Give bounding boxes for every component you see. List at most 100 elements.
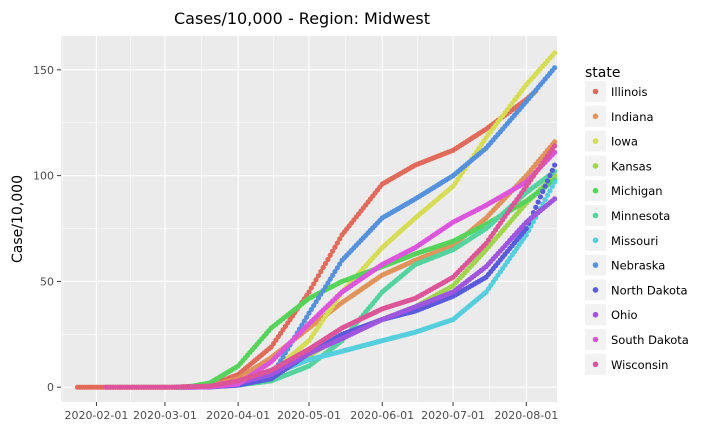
y-axis-label: Case/10,000 [10, 175, 26, 263]
legend-item: North Dakota [585, 279, 688, 301]
data-point [537, 194, 544, 200]
legend-label: Michigan [611, 184, 663, 198]
data-point [306, 310, 312, 316]
legend-marker [592, 311, 599, 318]
legend-label: Minnesota [611, 209, 670, 223]
legend-marker [592, 237, 599, 244]
data-point [544, 192, 551, 198]
legend-marker [592, 163, 599, 169]
data-point [318, 291, 324, 297]
data-point [549, 183, 555, 189]
data-point [547, 173, 553, 179]
legend-marker [592, 113, 599, 120]
legend-marker [592, 287, 599, 293]
legend-item: Indiana [585, 105, 654, 127]
data-point [327, 252, 333, 258]
data-point [320, 264, 326, 271]
data-point [549, 167, 555, 173]
data-point [533, 204, 539, 210]
data-points [74, 50, 558, 390]
legend-label: Wisconsin [611, 358, 668, 372]
data-point [334, 240, 340, 246]
y-tick-label: 50 [40, 275, 54, 288]
data-point [332, 268, 338, 275]
x-axis: 2020-02-01 2020-03-01 2020-04-01 2020-05-01… [64, 402, 558, 422]
legend-item: Michigan [585, 180, 663, 202]
data-point [315, 273, 322, 279]
data-point [544, 178, 551, 184]
data-point [552, 65, 558, 71]
data-point [552, 143, 558, 149]
y-tick-label: 0 [47, 381, 54, 394]
y-tick-label: 100 [33, 170, 54, 183]
data-point [322, 260, 329, 267]
legend-title: state [585, 65, 620, 81]
data-point [311, 281, 317, 287]
data-point [334, 265, 340, 271]
data-point [313, 277, 319, 283]
x-tick-label: 2020-04-01 [206, 409, 270, 422]
data-point [313, 299, 319, 305]
legend-label: Illinois [611, 85, 648, 99]
data-point [330, 248, 336, 254]
legend-marker [592, 187, 599, 194]
x-tick-label: 2020-08-01 [494, 409, 558, 422]
x-tick-label: 2020-02-01 [64, 409, 128, 422]
data-point [318, 268, 324, 275]
data-point [552, 139, 558, 145]
legend-label: Ohio [611, 308, 638, 322]
y-axis: 0 50 100 150 [33, 64, 61, 394]
data-point [322, 284, 329, 290]
legend-label: Nebraska [611, 259, 665, 273]
data-point [540, 188, 546, 195]
data-point [327, 276, 333, 282]
legend-label: Indiana [611, 110, 654, 124]
data-point [330, 272, 336, 278]
data-point [552, 179, 558, 185]
data-point [315, 295, 322, 301]
legend-marker [592, 262, 599, 268]
legend-label: Iowa [611, 135, 638, 149]
legend-item: Iowa [585, 130, 638, 152]
data-point [542, 183, 548, 189]
legend-item: South Dakota [585, 329, 689, 350]
data-point [535, 199, 541, 205]
data-point [301, 318, 307, 324]
legend-marker [592, 361, 599, 368]
data-point [547, 188, 553, 194]
series-ohio [181, 196, 558, 390]
legend-marker [592, 336, 599, 343]
data-point [542, 197, 548, 203]
data-point [304, 314, 310, 320]
data-point [306, 289, 312, 295]
chart-title: Cases/10,000 - Region: Midwest [174, 9, 430, 28]
data-point [325, 256, 331, 262]
series-wisconsin [103, 143, 558, 390]
legend-label: Kansas [611, 159, 652, 173]
legend-item: Minnesota [585, 205, 670, 226]
data-point [337, 261, 343, 267]
legend-marker [592, 88, 599, 95]
x-tick-label: 2020-06-01 [350, 409, 414, 422]
legend-item: Nebraska [585, 254, 665, 276]
legend-item: Wisconsin [585, 353, 668, 375]
data-point [332, 244, 338, 250]
legend-label: Missouri [611, 234, 658, 248]
data-point [523, 225, 529, 232]
legend-marker [592, 212, 599, 219]
legend: state Illinois Indiana Iowa Kansas Michigan M… [585, 65, 689, 375]
data-point [308, 285, 314, 291]
legend-label: South Dakota [611, 333, 689, 347]
legend-marker [592, 138, 599, 144]
legend-item: Illinois [585, 81, 648, 102]
data-point [325, 280, 331, 286]
x-tick-label: 2020-05-01 [277, 409, 341, 422]
data-point [552, 196, 558, 202]
x-tick-label: 2020-03-01 [133, 409, 197, 422]
data-point [337, 236, 343, 242]
legend-item: Kansas [585, 155, 652, 177]
legend-item: Missouri [585, 229, 658, 251]
legend-item: Ohio [585, 304, 638, 326]
x-tick-label: 2020-07-01 [421, 409, 485, 422]
